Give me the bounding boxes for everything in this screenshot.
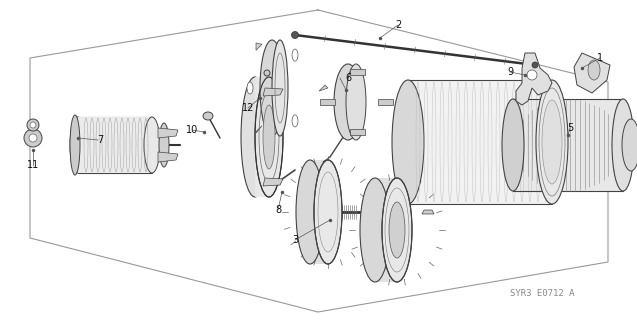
Ellipse shape xyxy=(292,49,298,61)
Polygon shape xyxy=(350,69,365,75)
Polygon shape xyxy=(256,126,262,133)
Text: SYR3 E0712 A: SYR3 E0712 A xyxy=(510,289,575,298)
Polygon shape xyxy=(310,160,328,264)
Polygon shape xyxy=(158,152,178,162)
Circle shape xyxy=(30,122,36,128)
Ellipse shape xyxy=(360,178,390,282)
Polygon shape xyxy=(375,178,397,282)
Ellipse shape xyxy=(392,80,424,204)
Ellipse shape xyxy=(264,70,270,76)
Polygon shape xyxy=(263,178,283,186)
Ellipse shape xyxy=(389,202,405,258)
Circle shape xyxy=(532,62,538,68)
Polygon shape xyxy=(513,99,623,191)
Polygon shape xyxy=(158,128,178,138)
Polygon shape xyxy=(378,99,393,105)
Ellipse shape xyxy=(314,160,342,264)
Text: 12: 12 xyxy=(242,103,254,113)
Polygon shape xyxy=(574,53,610,93)
Circle shape xyxy=(292,31,299,38)
Polygon shape xyxy=(256,43,262,50)
Ellipse shape xyxy=(70,117,86,173)
Polygon shape xyxy=(78,117,152,173)
Polygon shape xyxy=(422,210,434,214)
Text: 2: 2 xyxy=(395,20,401,30)
Text: 7: 7 xyxy=(97,135,103,145)
Text: 10: 10 xyxy=(186,125,198,135)
Ellipse shape xyxy=(247,82,253,94)
Polygon shape xyxy=(350,129,365,135)
Polygon shape xyxy=(516,53,552,105)
Text: 9: 9 xyxy=(507,67,513,77)
Ellipse shape xyxy=(292,115,298,127)
Ellipse shape xyxy=(382,178,412,282)
Ellipse shape xyxy=(502,99,524,191)
Ellipse shape xyxy=(263,105,275,169)
Ellipse shape xyxy=(536,80,568,204)
Text: 3: 3 xyxy=(292,235,298,245)
Ellipse shape xyxy=(260,40,284,136)
Polygon shape xyxy=(319,85,328,91)
Text: 8: 8 xyxy=(275,205,281,215)
Circle shape xyxy=(27,119,39,131)
Ellipse shape xyxy=(346,64,366,140)
Text: 5: 5 xyxy=(567,123,573,133)
Text: 6: 6 xyxy=(345,73,351,83)
Ellipse shape xyxy=(70,115,80,175)
Ellipse shape xyxy=(241,77,269,197)
Polygon shape xyxy=(408,80,552,204)
Ellipse shape xyxy=(144,117,160,173)
Ellipse shape xyxy=(588,60,600,80)
Ellipse shape xyxy=(159,123,169,167)
Ellipse shape xyxy=(255,77,283,197)
Ellipse shape xyxy=(203,112,213,120)
Polygon shape xyxy=(320,99,335,105)
Ellipse shape xyxy=(542,100,562,184)
Circle shape xyxy=(275,179,281,185)
Text: 11: 11 xyxy=(27,160,39,170)
Polygon shape xyxy=(255,77,269,197)
Ellipse shape xyxy=(272,40,288,136)
Ellipse shape xyxy=(296,160,324,264)
Circle shape xyxy=(527,70,537,80)
Ellipse shape xyxy=(334,64,362,140)
Circle shape xyxy=(29,134,37,142)
Polygon shape xyxy=(263,88,283,96)
Circle shape xyxy=(24,129,42,147)
Ellipse shape xyxy=(612,99,634,191)
Text: 1: 1 xyxy=(597,53,603,63)
Ellipse shape xyxy=(622,119,637,171)
